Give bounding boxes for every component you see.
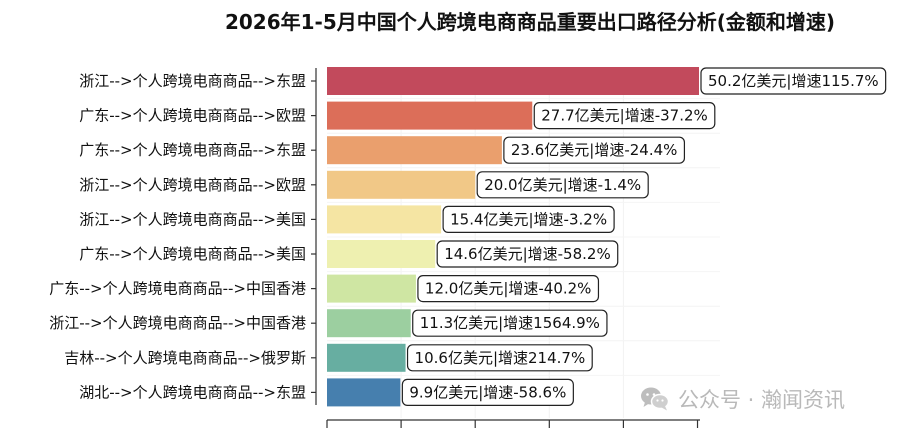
category-label: 吉林-->个人跨境电商商品-->俄罗斯 (64, 349, 306, 367)
category-label: 广东-->个人跨境电商商品-->中国香港 (49, 280, 306, 298)
data-label-box (417, 275, 600, 303)
bar (327, 309, 411, 338)
data-label-box (476, 171, 649, 199)
category-label: 广东-->个人跨境电商商品-->东盟 (79, 141, 306, 159)
data-label-box (533, 101, 716, 130)
data-label-box (436, 240, 619, 268)
bar (327, 205, 442, 234)
bar (327, 378, 401, 407)
category-label: 广东-->个人跨境电商商品-->美国 (79, 245, 306, 263)
bar (327, 170, 476, 199)
bar (327, 101, 533, 130)
watermark: 公众号 · 瀚闻资讯 (640, 384, 845, 414)
watermark-text: 公众号 · 瀚闻资讯 (678, 388, 846, 412)
data-label: 15.4亿美元|增速-3.2% (450, 210, 607, 228)
data-label-box (406, 344, 593, 372)
data-label: 12.0亿美元|增速-40.2% (425, 280, 592, 298)
data-label-box (412, 309, 608, 337)
bar (327, 274, 416, 303)
data-label: 14.6亿美元|增速-58.2% (444, 245, 611, 263)
category-label: 浙江-->个人跨境电商商品-->东盟 (79, 72, 306, 90)
category-label: 广东-->个人跨境电商商品-->欧盟 (79, 107, 306, 125)
category-label: 浙江-->个人跨境电商商品-->中国香港 (49, 314, 306, 332)
bar (327, 343, 406, 372)
category-label: 湖北-->个人跨境电商商品-->东盟 (79, 383, 306, 401)
wechat-icon (641, 387, 670, 411)
data-label-box (503, 136, 686, 164)
chart-title: 2026年1-5月中国个人跨境电商商品重要出口路径分析(金额和增速) (224, 10, 836, 34)
data-label-box (442, 205, 615, 233)
data-label: 50.2亿美元|增速115.7% (708, 72, 879, 90)
data-label: 20.0亿美元|增速-1.4% (484, 176, 641, 194)
bar (327, 136, 502, 165)
data-label: 11.3亿美元|增速1564.9% (420, 314, 600, 332)
data-label: 10.6亿美元|增速214.7% (415, 349, 586, 367)
category-label: 浙江-->个人跨境电商商品-->欧盟 (79, 176, 306, 194)
bar (327, 240, 436, 268)
category-label: 浙江-->个人跨境电商商品-->美国 (79, 210, 306, 228)
bar (327, 67, 699, 95)
data-label-box (401, 378, 574, 406)
data-label-box (700, 67, 887, 95)
data-label: 23.6亿美元|增速-24.4% (511, 141, 678, 159)
data-label: 9.9亿美元|增速-58.6% (409, 383, 566, 401)
data-label: 27.7亿美元|增速-37.2% (541, 107, 708, 125)
